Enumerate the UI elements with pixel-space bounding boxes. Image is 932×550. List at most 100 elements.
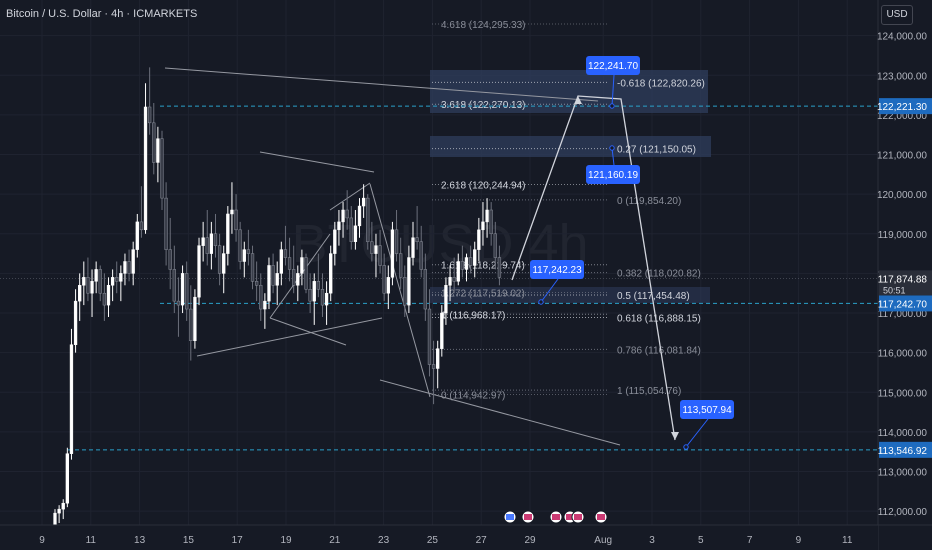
candle — [143, 83, 148, 234]
candle-body — [78, 285, 82, 302]
callout-label: 117,242.23 — [532, 265, 582, 276]
candle-body — [172, 269, 176, 302]
candle-body — [238, 229, 242, 262]
candle — [147, 67, 152, 135]
candle — [419, 225, 423, 278]
candle-body — [86, 277, 90, 294]
candle — [456, 253, 460, 286]
candle — [308, 273, 312, 314]
time-tick-label: 11 — [86, 535, 97, 546]
candle-body — [345, 209, 349, 219]
trend-line — [269, 317, 347, 346]
fib-right-label: 0 (119,854.20) — [617, 196, 681, 207]
callout-box — [680, 400, 734, 419]
candle-body — [168, 249, 172, 270]
price-callout: 113,507.94 — [680, 400, 734, 450]
candle-body — [419, 241, 423, 270]
callout-anchor-dot — [609, 103, 615, 109]
candle — [160, 130, 164, 210]
candles — [53, 67, 502, 531]
time-tick-label: 23 — [378, 535, 390, 546]
current-price-tag — [879, 270, 932, 296]
candle — [353, 210, 358, 250]
callout-label: 113,507.94 — [682, 405, 732, 416]
us-flag-event-icon[interactable] — [594, 510, 608, 524]
callout-label: 122,241.70 — [588, 61, 638, 72]
candle-body — [283, 249, 288, 258]
candle — [320, 273, 325, 317]
candle-body — [374, 245, 378, 254]
candle-body — [123, 261, 127, 274]
candle — [73, 289, 78, 353]
trend-line — [379, 379, 621, 446]
level-price-tag — [879, 441, 932, 458]
candle — [185, 261, 189, 321]
price-axis-background — [878, 0, 932, 525]
candle-body — [201, 237, 205, 246]
projection-paths — [511, 95, 679, 441]
price-axis[interactable]: 124,000.00 123,000.00 122,000.00 121,000.00… — [877, 0, 932, 550]
trend-line — [196, 317, 383, 357]
candle-body — [411, 237, 415, 258]
event-icons[interactable] — [503, 510, 608, 524]
candle-body — [193, 296, 197, 342]
candle — [468, 245, 473, 274]
candle — [436, 340, 440, 389]
candle — [411, 221, 415, 266]
candle-body — [308, 288, 312, 302]
time-tick-label: 9 — [796, 535, 802, 546]
candle — [386, 265, 390, 310]
level-price-tag — [879, 295, 932, 312]
time-tick-label: 13 — [134, 535, 146, 546]
candle — [427, 289, 432, 377]
candle — [345, 190, 349, 230]
candle-body — [287, 257, 292, 270]
candle-body — [164, 197, 168, 250]
candle — [189, 285, 193, 361]
us-flag-event-icon[interactable] — [571, 510, 585, 524]
candle-body — [473, 249, 477, 266]
callout-box — [530, 260, 584, 279]
price-callouts: 122,241.70 121,160.19 117,242.23 113,507.94 — [530, 56, 734, 450]
trend-line — [369, 183, 431, 398]
candle — [341, 202, 345, 238]
candle — [473, 241, 477, 278]
candle-body — [102, 292, 107, 306]
candle-body — [452, 277, 456, 282]
fib-right-label: 1 (115,054.76) — [617, 386, 681, 397]
callout-box — [586, 56, 640, 75]
candle — [374, 233, 378, 278]
time-tick-label: 17 — [232, 535, 244, 546]
candle-body — [370, 241, 374, 254]
callout-connector — [611, 147, 615, 166]
candle-body — [180, 273, 185, 306]
fib-right-label: 0.27 (121,150.05) — [617, 145, 696, 156]
candle-body — [477, 229, 481, 250]
candle-body — [230, 209, 234, 215]
candle — [370, 221, 374, 262]
candle-body — [160, 138, 164, 199]
candle-body — [415, 237, 419, 242]
candle-body — [263, 300, 267, 310]
candle — [390, 221, 395, 286]
candle — [82, 261, 86, 306]
candle — [230, 182, 234, 234]
callout-connector — [540, 278, 559, 303]
time-tick-label: 27 — [476, 535, 488, 546]
price-tick-label: 119,000.00 — [878, 230, 928, 241]
earnings-event-icon[interactable] — [503, 510, 517, 524]
candle-body — [234, 209, 238, 231]
us-flag-event-icon[interactable] — [521, 510, 535, 524]
candle — [193, 289, 197, 349]
time-tick-label: 15 — [183, 535, 195, 546]
time-axis[interactable]: 9 11 13 15 17 19 21 23 25 27 29 Aug 3 5 7 9 11 — [0, 524, 932, 550]
us-flag-event-icon[interactable] — [549, 510, 563, 524]
candle-body — [407, 257, 411, 306]
candle — [431, 340, 436, 405]
current-price-label: 117,874.88 — [878, 274, 928, 285]
price-tick-label: 121,000.00 — [877, 151, 927, 162]
currency-button[interactable]: USD — [881, 5, 913, 25]
candle-body — [394, 229, 399, 254]
